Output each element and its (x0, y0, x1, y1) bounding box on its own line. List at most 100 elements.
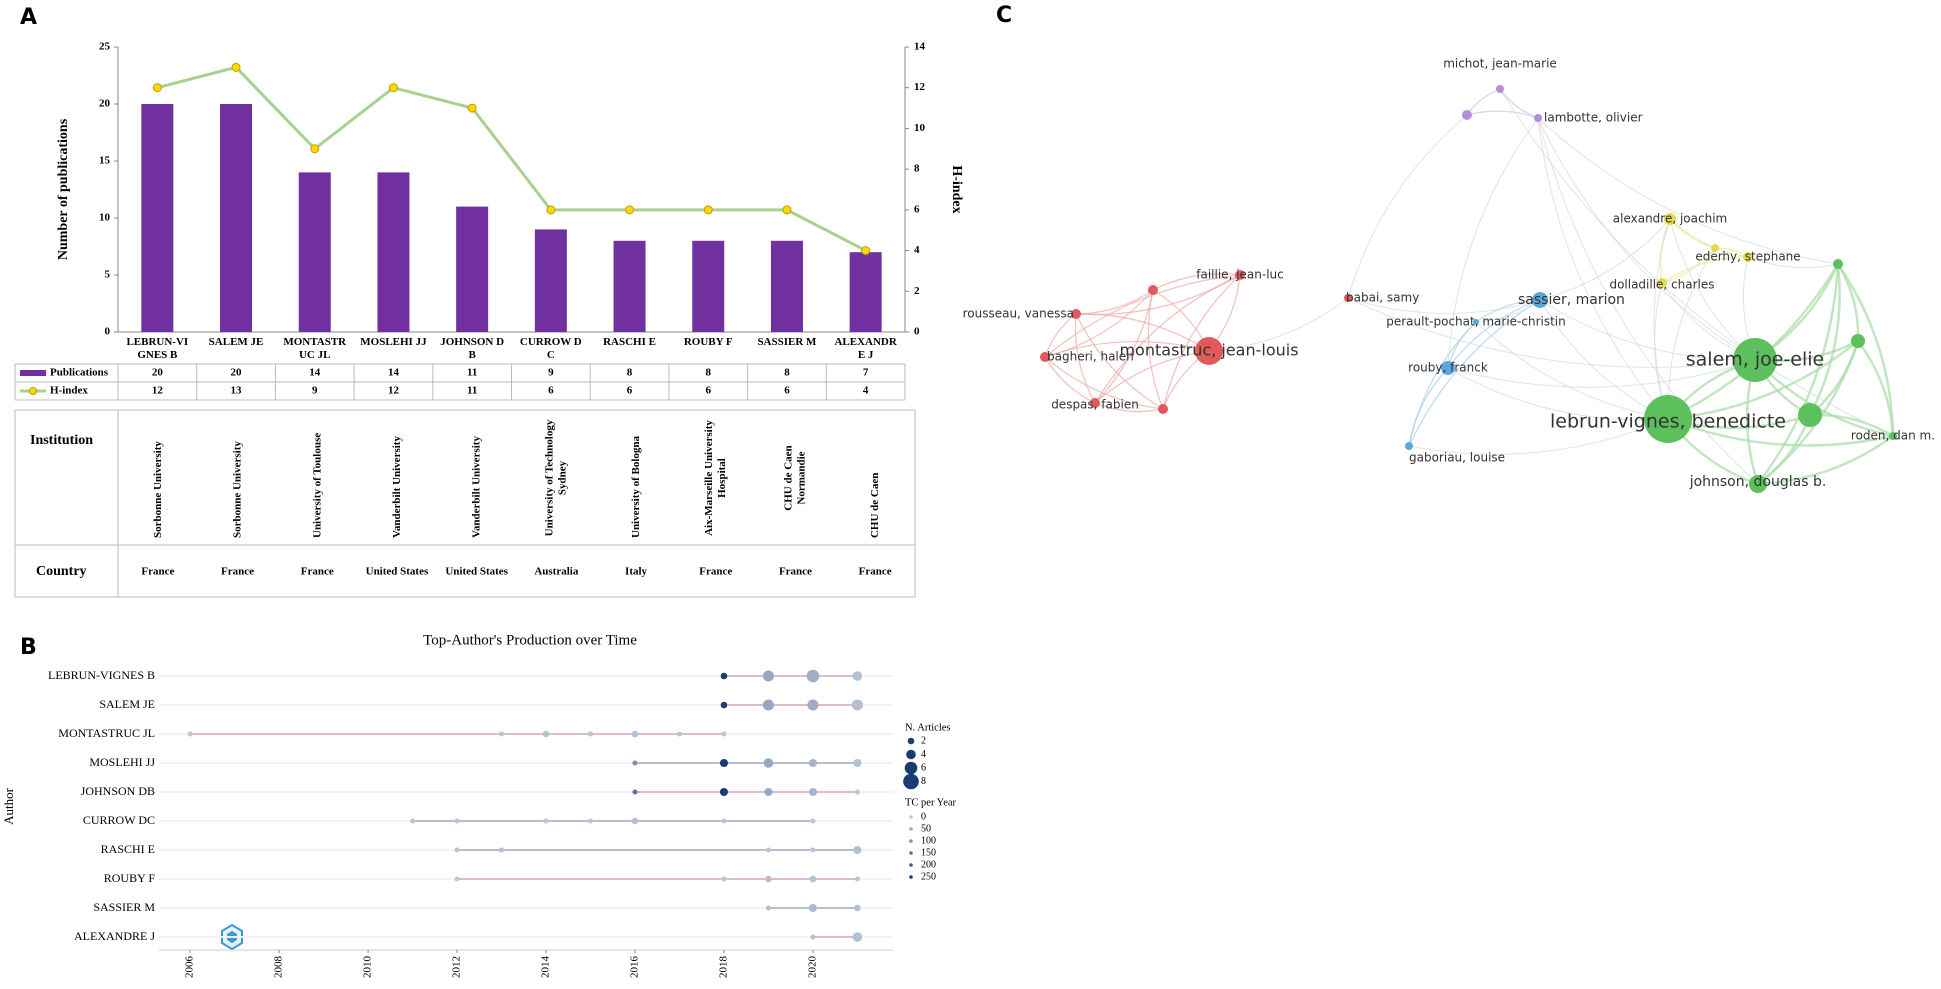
table-value: 12 (388, 385, 400, 397)
y-tick-label: MOSLEHI JJ (89, 755, 155, 769)
article-point (810, 934, 816, 940)
edge (1347, 114, 1468, 299)
legend-label: 6 (921, 762, 926, 773)
y-tick-label: LEBRUN-VIGNES B (48, 668, 155, 682)
node-label: lebrun-vignes, benedicte (1550, 411, 1786, 433)
y-tick-label: 5 (105, 269, 111, 281)
x-tick-label: MOSLEHI JJ (360, 336, 427, 348)
legend-color (909, 815, 913, 819)
table-value: 11 (467, 367, 477, 379)
row-band (159, 791, 893, 793)
network-node (1235, 270, 1245, 280)
table-value: 6 (627, 385, 633, 397)
country: United States (366, 566, 429, 578)
institution-box: University of Technology Sydney (543, 420, 568, 537)
edge (1537, 117, 1756, 361)
x-tick-label-box: SASSIER M (757, 336, 816, 348)
edge (1147, 289, 1164, 410)
y-tick-label: ROUBY F (104, 871, 156, 885)
country: France (221, 566, 254, 578)
edge (1347, 297, 1756, 368)
edge (1447, 367, 1669, 421)
institution-box: Sorbonne University (231, 441, 244, 539)
y2-tick-label: 12 (914, 81, 926, 93)
x-tick-label-box: ROUBY F (684, 336, 733, 348)
h-index-marker (546, 205, 556, 215)
network-node (1473, 319, 1479, 325)
node-label: sassier, marion (1518, 292, 1625, 308)
edge (1537, 117, 1669, 420)
institution-box: Sorbonne University (151, 441, 163, 538)
institution: CHU de Caen (868, 472, 881, 539)
article-point (808, 787, 817, 797)
y2-tick-label: 4 (914, 244, 920, 256)
institution: Sorbonne University (231, 441, 244, 539)
y-tick-label: CURROW DC (83, 813, 155, 827)
legend-label: 200 (921, 859, 936, 870)
legend-label: 100 (921, 835, 936, 846)
x-tick-label-box: MONTASTRUC JL (283, 336, 346, 361)
article-point (631, 817, 639, 825)
legend-size (903, 773, 919, 790)
node-label: michot, jean-marie (1443, 57, 1557, 71)
article-point (587, 818, 594, 824)
country: France (141, 566, 174, 578)
article-point (852, 671, 863, 681)
network-node (1344, 294, 1352, 302)
table-value: 8 (784, 367, 790, 379)
article-point (853, 845, 862, 855)
network-node (1733, 338, 1777, 382)
edge (1661, 256, 1749, 284)
institution: Vanderbilt University (390, 436, 403, 539)
network-node (1195, 337, 1223, 365)
panel-label: A (20, 5, 37, 30)
node-label: alexandre, joachim (1613, 212, 1727, 226)
edge (1447, 117, 1539, 369)
x-tick-label: JOHNSON DB (440, 336, 505, 361)
edge (1044, 289, 1154, 358)
table-value: 9 (548, 367, 554, 379)
edge (1757, 434, 1894, 486)
edge (1044, 356, 1164, 410)
table-value: 8 (706, 367, 712, 379)
table-value: 4 (863, 385, 869, 397)
institution-box: Vanderbilt University (470, 436, 482, 538)
edge (1747, 256, 1839, 269)
network-node (1798, 403, 1822, 427)
node-label: rousseau, vanessa (963, 307, 1074, 321)
node-label: perault-pochat, marie-christin (1386, 315, 1566, 329)
x-tick-label: 2008 (273, 956, 285, 979)
edge (1537, 117, 1839, 265)
table-value: 8 (627, 367, 633, 379)
bar (849, 252, 882, 332)
article-point (852, 932, 863, 942)
network-node (1090, 398, 1100, 408)
x-tick-label: 2010 (362, 956, 374, 979)
y-tick-label: JOHNSON DB (81, 784, 155, 798)
y2-tick-label: 10 (914, 122, 926, 134)
y2-tick-label: 6 (914, 203, 920, 215)
institution-box: CHU de Caen (868, 472, 881, 539)
table-value: 13 (231, 385, 243, 397)
article-point (764, 787, 773, 797)
country: Australia (534, 566, 579, 578)
edge (1094, 402, 1164, 413)
legend-color (909, 851, 913, 855)
article-point (187, 731, 193, 737)
bar (692, 240, 725, 332)
x-tick-label: 2016 (629, 956, 641, 979)
h-index-marker (231, 62, 241, 72)
network-node (1158, 404, 1168, 414)
node-label: despas, fabien (1051, 398, 1139, 412)
node-label: montastruc, jean-louis (1119, 341, 1298, 360)
legend-marker (29, 387, 37, 395)
edge (1539, 218, 1671, 301)
edge (1208, 297, 1349, 352)
network-node (1749, 475, 1767, 493)
network-node (1711, 244, 1719, 252)
article-point (854, 876, 860, 882)
article-point (808, 758, 817, 768)
x-tick-label-box: RASCHI E (603, 336, 656, 348)
article-point (720, 701, 728, 709)
